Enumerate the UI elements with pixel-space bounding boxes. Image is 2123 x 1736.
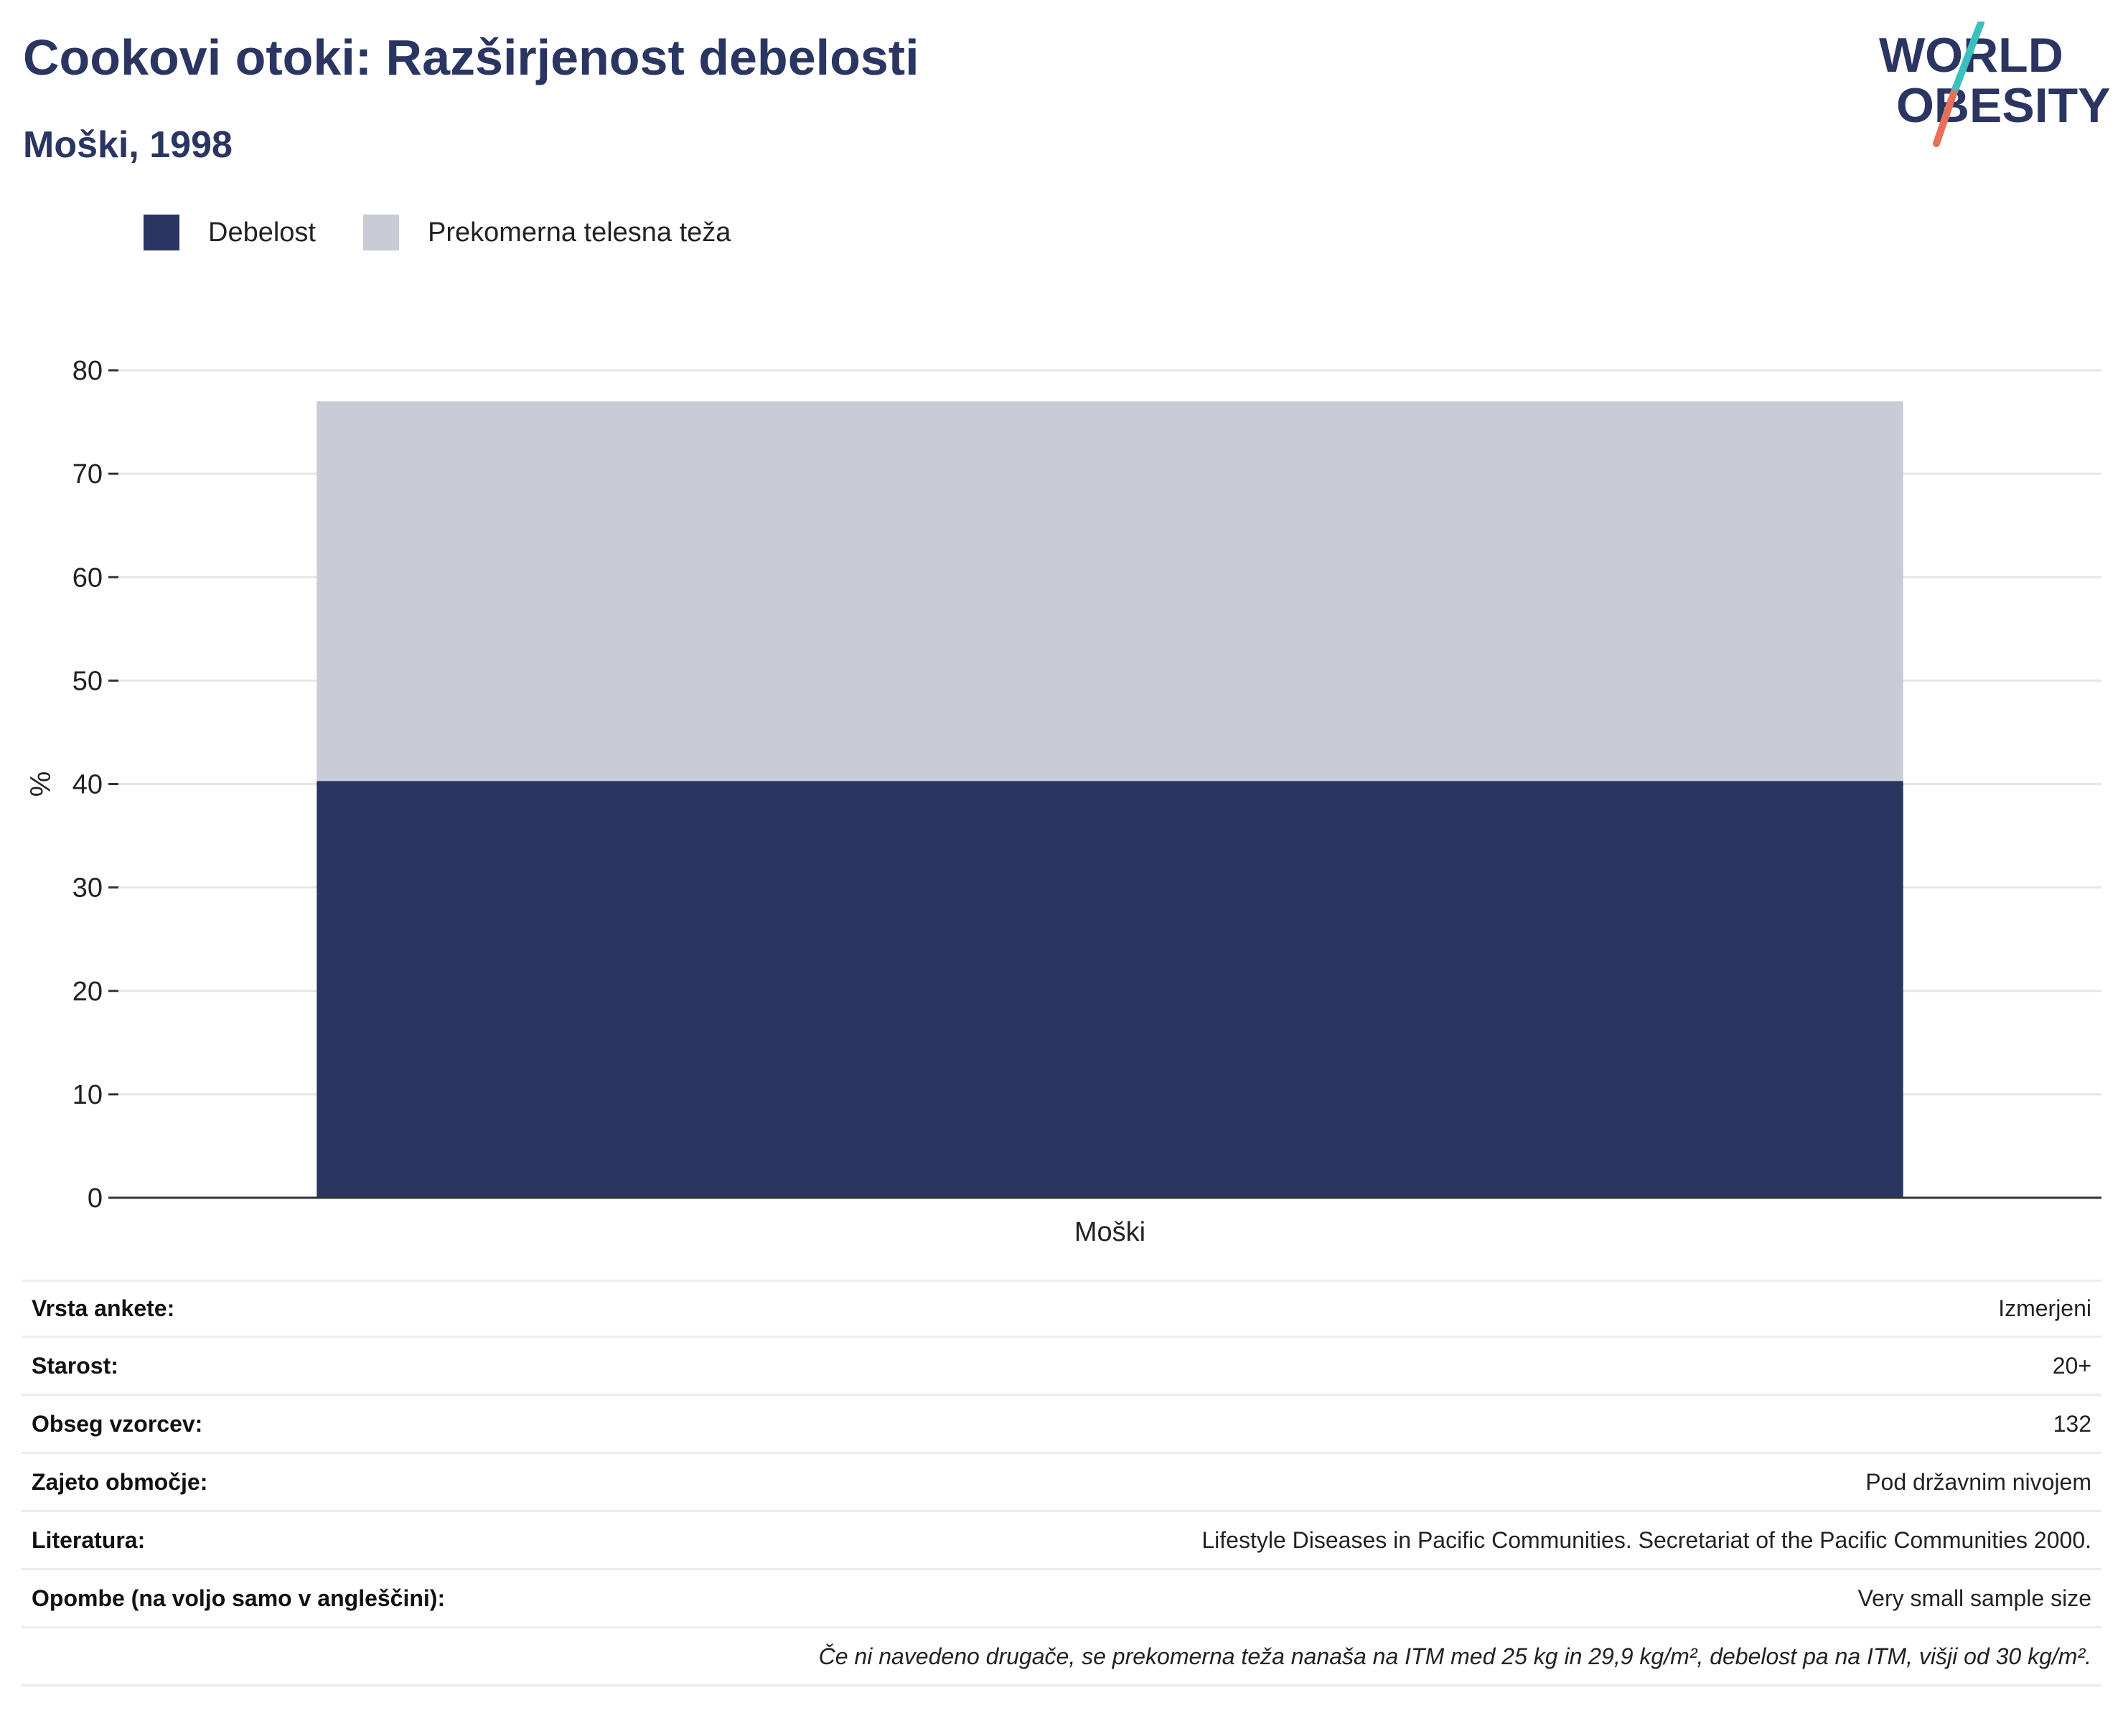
y-tick-label: 20 bbox=[72, 977, 103, 1007]
y-tick-label: 60 bbox=[72, 563, 103, 593]
y-tick-label: 40 bbox=[72, 770, 103, 800]
definition-note: Če ni navedeno drugače, se prekomerna te… bbox=[22, 1628, 2101, 1686]
bar-segment-debelost bbox=[317, 781, 1903, 1198]
info-value: 20+ bbox=[2052, 1352, 2091, 1379]
y-tick-label: 80 bbox=[72, 356, 103, 386]
x-tick-label: Moški bbox=[1074, 1217, 1145, 1247]
y-tick-label: 0 bbox=[88, 1183, 103, 1214]
info-row: Opombe (na voljo samo v angleščini): Ver… bbox=[22, 1570, 2101, 1628]
y-axis-title: % bbox=[25, 771, 57, 797]
legend-item-debelost[interactable]: Debelost bbox=[144, 215, 316, 250]
info-key: Obseg vzorcev: bbox=[32, 1410, 203, 1437]
info-value: Pod državnim nivojem bbox=[1865, 1468, 2091, 1495]
page-title: Cookovi otoki: Razširjenost debelosti bbox=[23, 29, 919, 85]
y-tick-label: 50 bbox=[72, 666, 103, 696]
logo-line-obesity: OBESITY bbox=[1896, 78, 2110, 133]
chart-legend: Debelost Prekomerna telesna teža bbox=[144, 212, 778, 253]
info-key: Starost: bbox=[32, 1352, 118, 1379]
survey-info-table: Vrsta ankete: Izmerjeni Starost: 20+ Obs… bbox=[22, 1280, 2101, 1686]
info-key: Literatura: bbox=[32, 1526, 146, 1553]
legend-label-debelost: Debelost bbox=[208, 217, 316, 248]
y-tick-label: 70 bbox=[72, 459, 103, 489]
info-key: Vrsta ankete: bbox=[32, 1295, 175, 1321]
info-row: Starost: 20+ bbox=[22, 1338, 2101, 1396]
info-row: Vrsta ankete: Izmerjeni bbox=[22, 1280, 2101, 1338]
bar-chart: 0 10 20 30 40 50 60 70 80 Moški% bbox=[25, 356, 2101, 1247]
info-key: Opombe (na voljo samo v angleščini): bbox=[32, 1585, 446, 1611]
info-value: 132 bbox=[2053, 1410, 2091, 1437]
info-row: Zajeto območje: Pod državnim nivojem bbox=[22, 1454, 2101, 1512]
info-value: Izmerjeni bbox=[1998, 1295, 2091, 1321]
info-row: Obseg vzorcev: 132 bbox=[22, 1396, 2101, 1454]
logo-slash-bottom bbox=[1933, 90, 1957, 147]
legend-swatch-prekomerna bbox=[362, 215, 399, 250]
info-value: Very small sample size bbox=[1857, 1585, 2091, 1611]
y-tick-label: 30 bbox=[72, 873, 103, 904]
info-row: Literatura: Lifestyle Diseases in Pacifi… bbox=[22, 1512, 2101, 1570]
legend-label-prekomerna: Prekomerna telesna teža bbox=[427, 217, 731, 248]
legend-swatch-debelost bbox=[144, 215, 179, 250]
y-tick-label: 10 bbox=[72, 1080, 103, 1110]
info-key: Zajeto območje: bbox=[32, 1468, 208, 1495]
info-value: Lifestyle Diseases in Pacific Communitie… bbox=[1201, 1526, 2091, 1553]
legend-item-prekomerna[interactable]: Prekomerna telesna teža bbox=[362, 215, 731, 250]
logo-slash-top bbox=[1950, 22, 1984, 97]
bar-segment-prekomerna bbox=[317, 401, 1903, 782]
page-subtitle: Moški, 1998 bbox=[23, 124, 233, 166]
world-obesity-logo: WORLD OBESITY bbox=[1879, 22, 2110, 147]
